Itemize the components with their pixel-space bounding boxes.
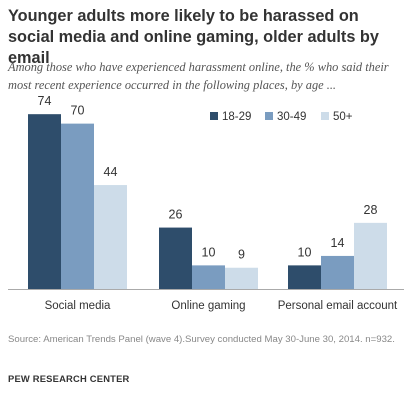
bar-50+-0 [94, 185, 127, 289]
data-label-18-29-0: 74 [38, 94, 52, 108]
data-label-30-49-0: 70 [71, 104, 85, 118]
legend-label-50+: 50+ [333, 111, 353, 123]
bar-30-49-1 [192, 265, 225, 289]
bar-50+-2 [354, 222, 387, 289]
chart-title: Younger adults more likely to be harasse… [8, 7, 379, 67]
legend-label-18-29: 18-29 [222, 111, 251, 123]
bar-50+-1 [225, 267, 258, 289]
data-label-18-29-2: 10 [298, 245, 312, 259]
legend-swatch-18-29 [210, 112, 218, 120]
data-label-50+-2: 28 [364, 203, 378, 217]
data-label-30-49-2: 14 [331, 236, 345, 250]
data-label-50+-1: 9 [238, 248, 245, 262]
data-label-30-49-1: 10 [202, 245, 216, 259]
bar-18-29-0 [28, 114, 61, 289]
source-note: Source: American Trends Panel (wave 4).S… [8, 334, 395, 345]
legend-swatch-30-49 [265, 112, 273, 120]
data-label-50+-0: 44 [104, 165, 118, 179]
category-label-2: Personal email account [278, 300, 398, 312]
bar-30-49-0 [61, 123, 94, 289]
brand-label: PEW RESEARCH CENTER [8, 373, 130, 384]
category-label-1: Online gaming [171, 300, 245, 312]
data-label-18-29-1: 26 [169, 208, 183, 222]
bar-18-29-2 [288, 265, 321, 289]
bar-30-49-2 [321, 255, 354, 289]
bar-18-29-1 [159, 227, 192, 289]
category-label-0: Social media [45, 300, 111, 312]
legend-label-30-49: 30-49 [277, 111, 306, 123]
legend-swatch-50+ [321, 112, 329, 120]
chart-subtitle: Among those who have experienced harassm… [8, 60, 389, 92]
